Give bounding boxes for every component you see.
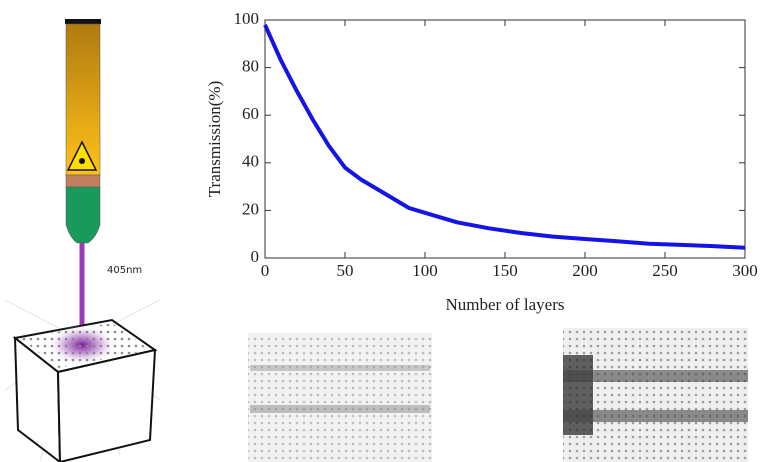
cube-illustration [4, 299, 161, 462]
y-tick-label: 40 [242, 152, 259, 171]
x-tick-label: 0 [261, 261, 270, 280]
x-tick-label: 150 [492, 261, 518, 280]
y-axis-label: Transmission(%) [205, 81, 224, 198]
sample-image-right [563, 328, 748, 462]
x-tick-label: 50 [337, 261, 354, 280]
x-tick-label: 300 [732, 261, 758, 280]
y-tick-label: 0 [251, 247, 260, 266]
x-tick-label: 100 [412, 261, 438, 280]
plot-frame [264, 19, 746, 259]
y-tick-label: 80 [242, 57, 259, 76]
x-tick-label: 200 [572, 261, 598, 280]
x-tick-label: 250 [652, 261, 678, 280]
laser-illustration [65, 19, 101, 340]
y-tick-label: 20 [242, 199, 259, 218]
wavelength-label: 405nm [107, 265, 142, 276]
transmission-curve [263, 23, 746, 250]
sample-image-left [248, 333, 432, 462]
y-tick-label: 100 [234, 9, 260, 28]
x-axis-label: Number of layers [446, 295, 565, 314]
y-tick-label: 60 [242, 104, 259, 123]
